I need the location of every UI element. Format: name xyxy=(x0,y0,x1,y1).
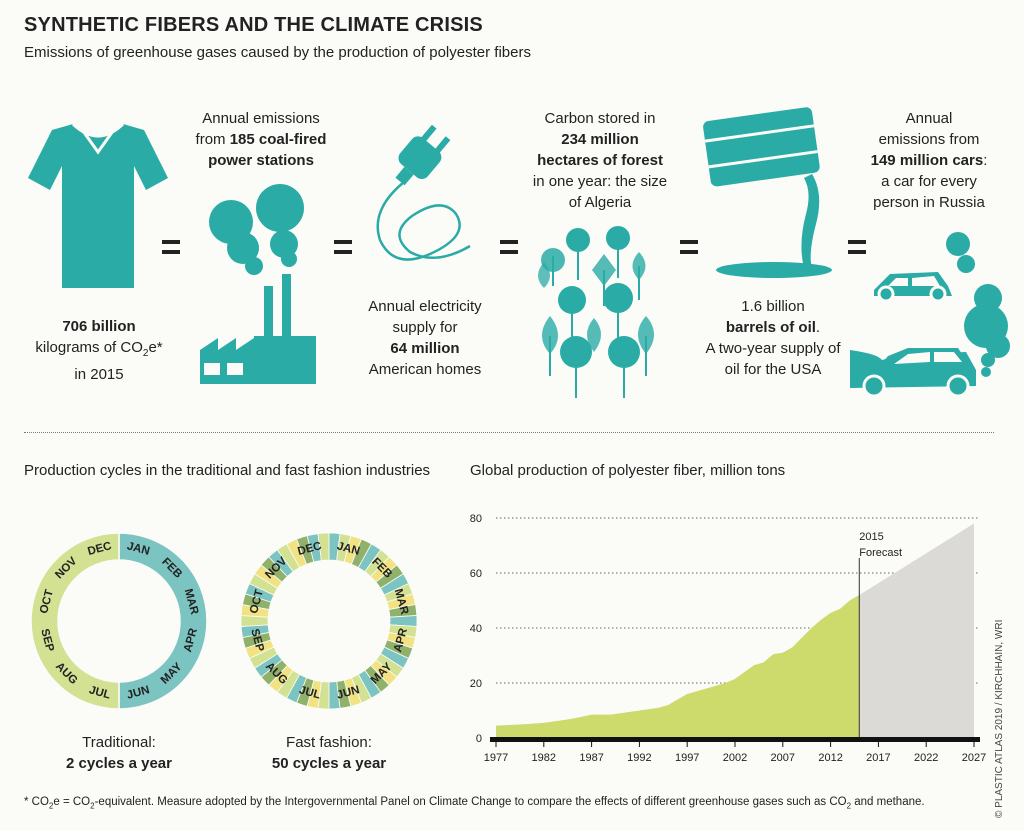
traditional-cycle-segment xyxy=(118,532,208,710)
y-tick-label: 0 xyxy=(476,733,482,745)
forest-icon xyxy=(538,226,654,398)
x-tick-label: 1992 xyxy=(627,752,651,764)
page-title: SYNTHETIC FIBERS AND THE CLIMATE CRISIS xyxy=(24,14,483,36)
month-label: SEP xyxy=(248,628,266,654)
x-tick-label: 1982 xyxy=(532,752,556,764)
y-tick-label: 20 xyxy=(470,678,482,690)
month-label: JUN xyxy=(336,684,361,702)
cars-icon xyxy=(850,232,1010,398)
equals-sign-4 xyxy=(680,240,698,254)
oil-barrel-icon xyxy=(703,107,832,278)
equals-sign-1 xyxy=(162,240,180,254)
forest-caption: Carbon stored in 234 million hectares of… xyxy=(532,110,668,211)
x-tick-label: 1997 xyxy=(675,752,699,764)
forecast-label: Forecast xyxy=(859,547,902,559)
x-tick-label: 1977 xyxy=(484,752,508,764)
fast-fashion-cycle-segment xyxy=(317,532,330,561)
credit-line: © PLASTIC ATLAS 2019 / KIRCHHAIN, WRI xyxy=(994,619,1005,818)
page-subtitle: Emissions of greenhouse gases caused by … xyxy=(24,44,531,61)
power-station-icon xyxy=(200,184,316,384)
shirt-caption: 706 billion kilograms of CO2e* in 2015 xyxy=(35,318,163,383)
y-tick-label: 80 xyxy=(470,513,482,525)
x-tick-label: 2012 xyxy=(818,752,842,764)
equals-sign-3 xyxy=(500,240,518,254)
y-tick-label: 40 xyxy=(470,623,482,635)
fast-fashion-caption: Fast fashion: 50 cycles a year xyxy=(271,734,387,772)
cars-caption: Annual emissions from 149 million cars: … xyxy=(870,110,988,211)
month-label: JAN xyxy=(126,540,151,558)
production-area xyxy=(496,595,860,738)
cycles-heading: Production cycles in the traditional and… xyxy=(24,462,431,479)
footnote: * CO2e = CO2-equivalent. Measure adopted… xyxy=(24,796,925,811)
chart-title: Global production of polyester fiber, mi… xyxy=(470,462,786,479)
x-tick-label: 2002 xyxy=(723,752,747,764)
traditional-caption: Traditional: 2 cycles a year xyxy=(66,734,172,772)
x-tick-label: 2017 xyxy=(866,752,890,764)
power-station-caption: Annual emissions from 185 coal-fired pow… xyxy=(195,110,327,169)
month-label: JUL xyxy=(88,684,112,701)
oil-caption: 1.6 billion barrels of oil. A two-year s… xyxy=(705,298,841,378)
polyester-production-chart: 0 20 40 60 80 2015 Forecast 1977 1982 1987 1992 199… xyxy=(470,513,986,764)
month-label: JUL xyxy=(298,684,322,701)
month-label: JAN xyxy=(336,540,361,558)
electricity-caption: Annual electricity supply for 64 million… xyxy=(368,298,482,378)
x-tick-label: 2022 xyxy=(914,752,938,764)
equals-sign-2 xyxy=(334,240,352,254)
section-divider xyxy=(24,432,994,433)
tshirt-icon xyxy=(28,122,168,288)
month-label: JUN xyxy=(126,684,151,702)
x-axis xyxy=(490,737,980,742)
traditional-cycle-segment xyxy=(30,532,120,710)
power-plug-icon xyxy=(376,124,471,261)
forecast-area xyxy=(859,523,974,738)
x-tick-label: 2007 xyxy=(771,752,795,764)
x-tick-label: 1987 xyxy=(579,752,603,764)
x-tick-label: 2027 xyxy=(962,752,986,764)
y-tick-label: 60 xyxy=(470,568,482,580)
equals-sign-5 xyxy=(848,240,866,254)
month-label: SEP xyxy=(38,628,56,654)
forecast-year-label: 2015 xyxy=(859,531,883,543)
